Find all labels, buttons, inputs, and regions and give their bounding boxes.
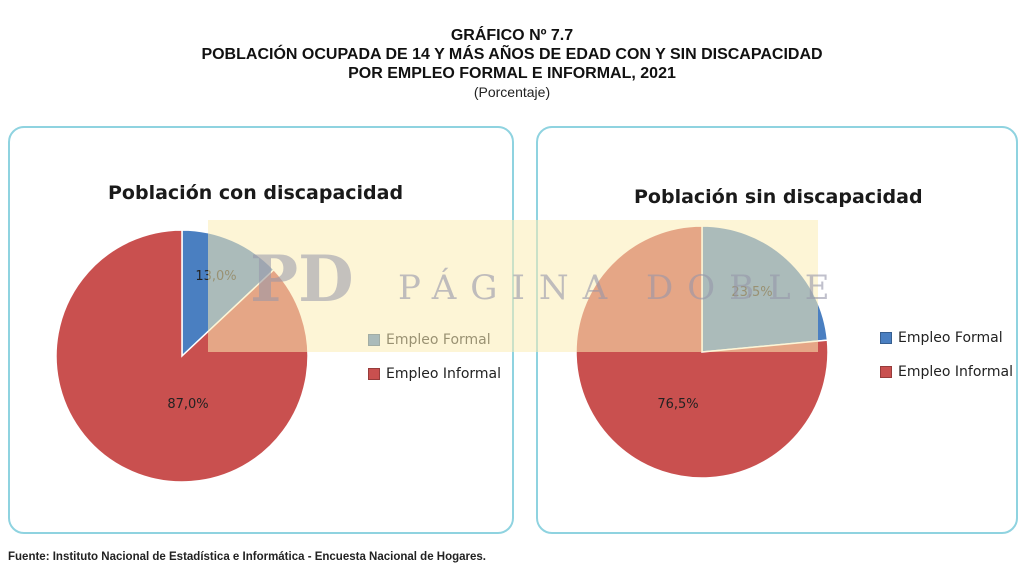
panel-title: Población con discapacidad <box>108 182 404 204</box>
legend-item-formal: Empleo Formal <box>880 328 1013 348</box>
legend: Empleo Formal Empleo Informal <box>368 330 501 398</box>
legend-label-formal: Empleo Formal <box>386 332 491 348</box>
legend-item-informal: Empleo Informal <box>368 364 501 384</box>
legend-item-formal: Empleo Formal <box>368 330 501 350</box>
figure-unit: (Porcentaje) <box>473 84 551 100</box>
figure-number: GRÁFICO Nº 7.7 <box>450 27 574 44</box>
legend-label-informal: Empleo Informal <box>898 364 1014 380</box>
data-label-informal: 87,0% <box>167 397 208 412</box>
panel-sin-discapacidad: Población sin discapacidad 23,5% 76,5% Em… <box>536 126 1018 534</box>
legend-swatch-formal <box>880 332 892 344</box>
legend-swatch-informal <box>880 366 892 378</box>
legend-item-informal: Empleo Informal <box>880 362 1013 382</box>
source-note: Fuente: Instituto Nacional de Estadístic… <box>8 551 487 563</box>
figure-title-line2: POR EMPLEO FORMAL E INFORMAL, 2021 <box>348 65 676 82</box>
figure-title-line1: POBLACIÓN OCUPADA DE 14 Y MÁS AÑOS DE ED… <box>201 46 823 63</box>
chart-header: GRÁFICO Nº 7.7 POBLACIÓN OCUPADA DE 14 Y… <box>0 26 1024 101</box>
legend-label-formal: Empleo Formal <box>898 330 1003 346</box>
panel-title: Población sin discapacidad <box>634 186 923 208</box>
data-label-formal: 13,0% <box>195 269 236 284</box>
legend-label-informal: Empleo Informal <box>386 366 502 382</box>
pie-slice-informal <box>55 229 309 483</box>
data-label-informal: 76,5% <box>657 397 698 412</box>
data-label-formal: 23,5% <box>731 285 772 300</box>
legend-swatch-informal <box>368 368 380 380</box>
panel-con-discapacidad: Población con discapacidad 13,0% 87,0% Em… <box>8 126 514 534</box>
legend-swatch-formal <box>368 334 380 346</box>
legend: Empleo Formal Empleo Informal <box>880 328 1013 396</box>
